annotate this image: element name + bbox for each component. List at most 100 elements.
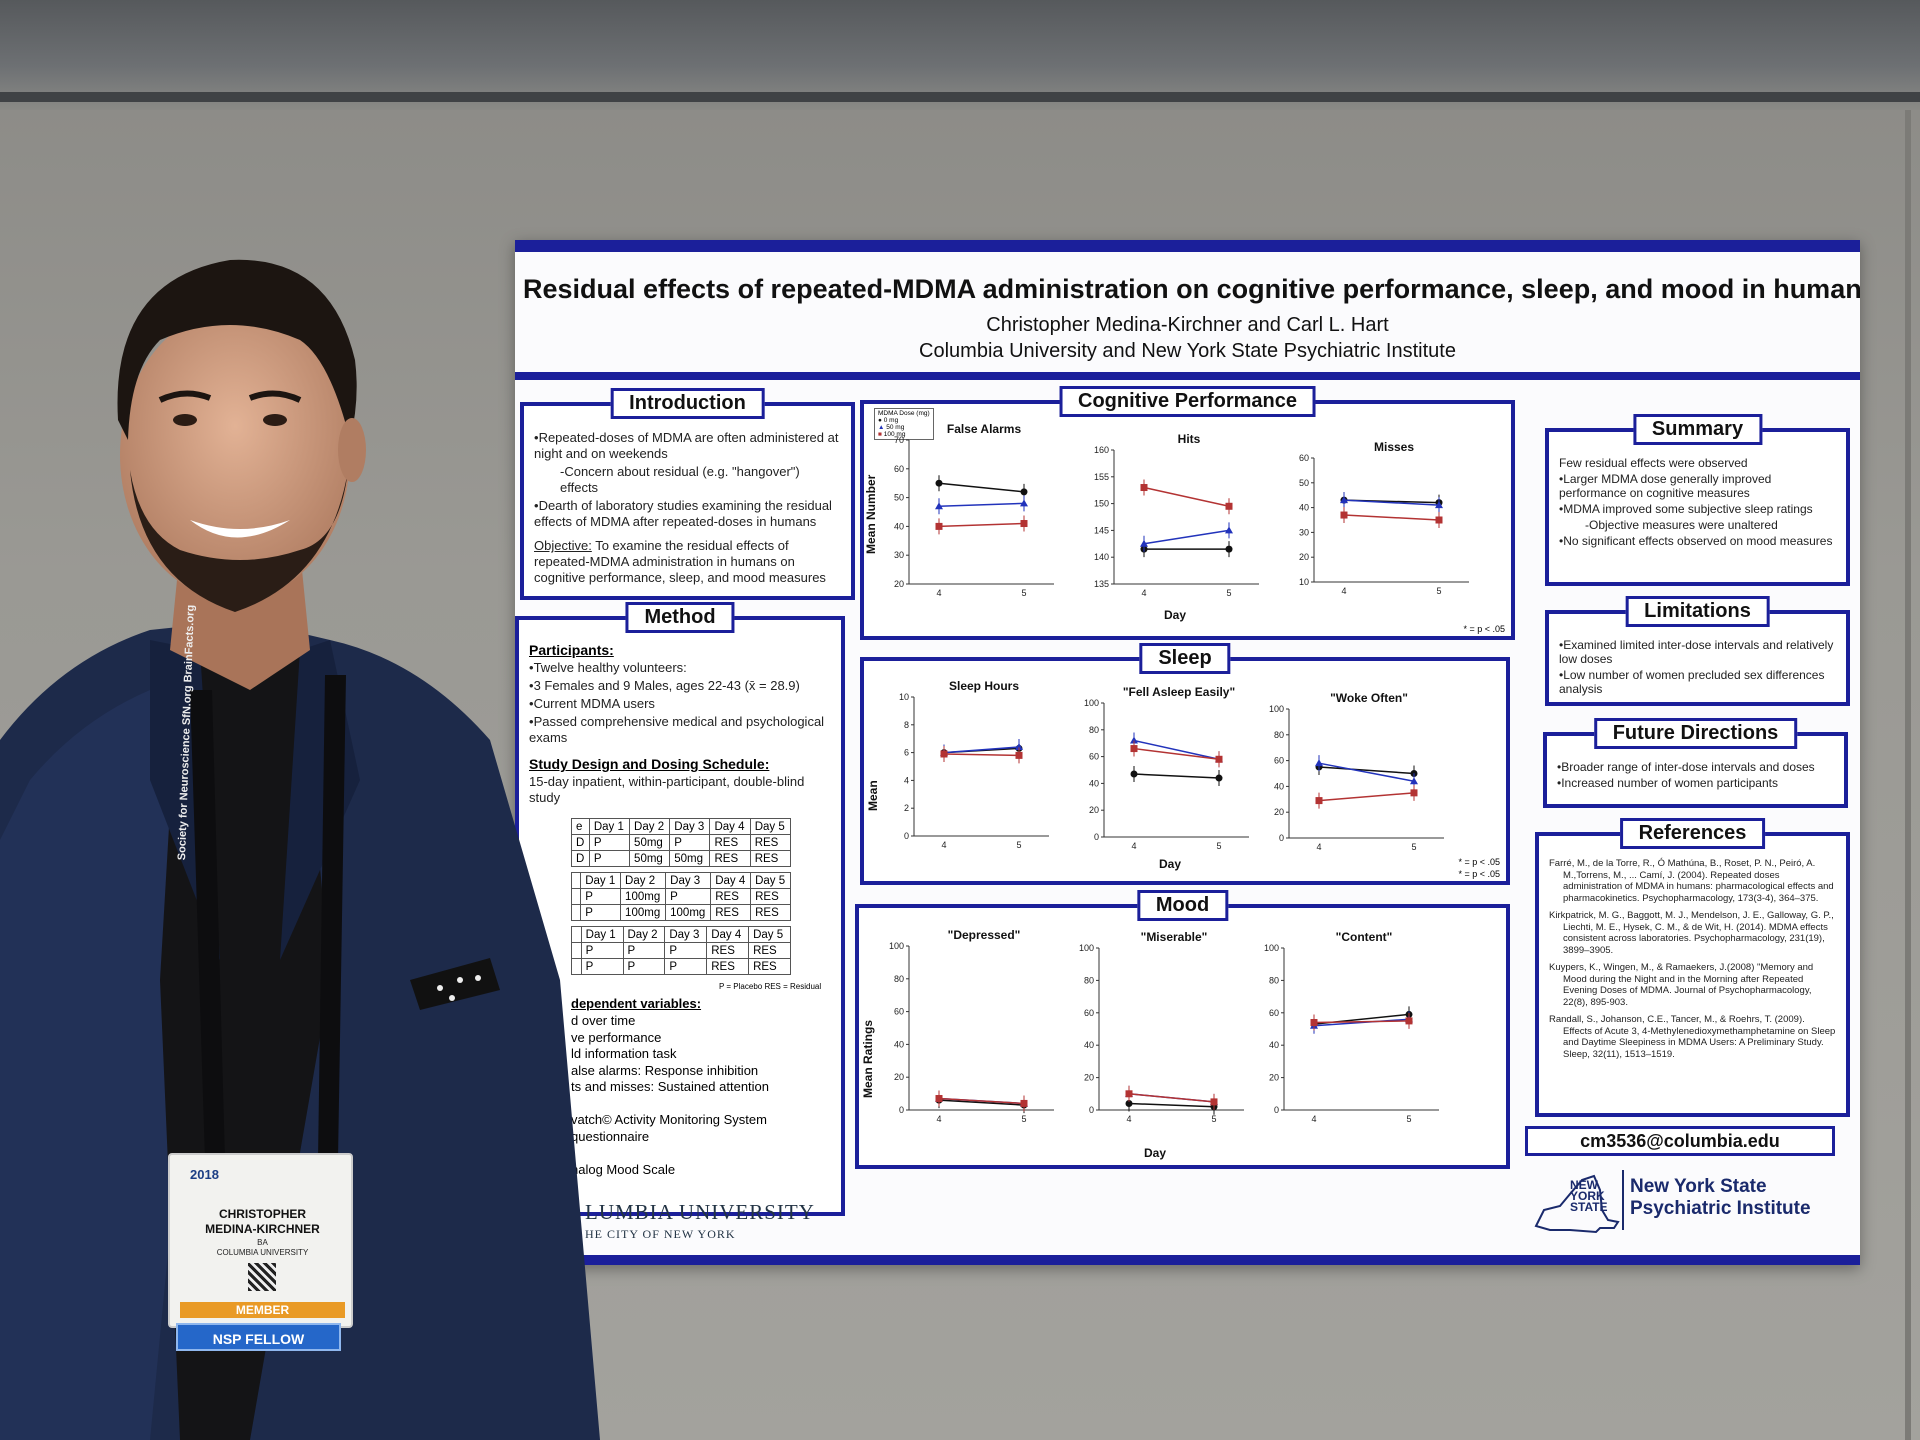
data-point	[1340, 496, 1348, 504]
y-tick-label: 20	[1299, 552, 1309, 562]
chart-title: False Alarms	[946, 422, 1022, 436]
columbia-logo: LUMBIA UNIVERSITY HE CITY OF NEW YORK	[585, 1200, 835, 1255]
chart-woke-often: "Woke Often" 0 20 40 60 80 100 4 5	[1259, 691, 1459, 856]
x-tick-label: 4	[941, 840, 946, 850]
chart-title: "Fell Asleep Easily"	[1122, 685, 1236, 699]
dose-table-row: D P 50mg 50mg RES RES	[571, 850, 792, 867]
data-point	[935, 522, 943, 530]
chart-title: "Content"	[1335, 930, 1393, 944]
y-tick-label: 60	[894, 1007, 904, 1017]
x-tick-label: 5	[1411, 842, 1416, 852]
dose-table-cell: Day 4	[710, 872, 752, 889]
series-line	[1318, 762, 1415, 782]
future-item: Increased number of women participants	[1557, 776, 1834, 790]
data-point	[1215, 755, 1223, 763]
y-tick-label: 80	[1089, 725, 1099, 735]
series-line	[938, 1097, 1025, 1105]
dose-table-cell: Day 5	[750, 872, 791, 889]
dv-item: d over time	[571, 1013, 636, 1028]
dose-table-cell: P	[588, 850, 631, 867]
dose-table-cell: Day 2	[620, 872, 667, 889]
dose-table-row: P P P RES RES	[571, 958, 791, 975]
data-point	[1315, 797, 1323, 805]
summary-item: Larger MDMA dose generally improved perf…	[1559, 472, 1836, 500]
chart-sleep-hours: Sleep Hours 0 2 4 6 8 10 4 5	[884, 679, 1064, 854]
y-tick-label: 60	[1274, 756, 1284, 766]
future-item: Broader range of inter-dose intervals an…	[1557, 760, 1834, 774]
legend-item: ▲ 50 mg	[878, 424, 905, 431]
dose-table-cell: RES	[749, 834, 792, 851]
dose-table-cell: P	[665, 888, 712, 905]
y-tick-label: 60	[1269, 1008, 1279, 1018]
data-point	[1140, 484, 1148, 492]
series-line	[938, 482, 1025, 493]
chart-title: Sleep Hours	[948, 679, 1020, 693]
y-tick-label: 60	[894, 464, 904, 474]
summary-title: Summary	[1632, 414, 1763, 445]
y-tick-label: 20	[1084, 1073, 1094, 1083]
dose-table-cell: RES	[706, 958, 750, 975]
y-tick-label: 50	[894, 493, 904, 503]
y-tick-label: 80	[1269, 975, 1279, 985]
data-point	[1405, 1017, 1413, 1025]
y-tick-label: 20	[894, 1072, 904, 1082]
data-point	[1130, 736, 1138, 744]
intro-item: Dearth of laboratory studies examining t…	[534, 498, 841, 530]
nys-line1: New York State	[1630, 1176, 1767, 1197]
nys-psychiatric-logo: NEW YORK STATE New York State Psychiatric …	[1530, 1170, 1830, 1240]
series-line	[938, 522, 1025, 528]
chart-plot: 0 20 40 60 80 100 4 5	[889, 941, 1054, 1124]
badge-member-strip: MEMBER	[180, 1302, 345, 1318]
data-point	[1140, 539, 1148, 547]
dose-table-cell: Day 4	[709, 818, 751, 835]
x-tick-label: 5	[1226, 588, 1231, 598]
dose-table-cell: Day 3	[664, 926, 708, 943]
cu-line1: LUMBIA UNIVERSITY	[585, 1200, 815, 1224]
y-tick-label: 10	[899, 692, 909, 702]
dose-table-cell: P	[664, 942, 708, 959]
summary-item: MDMA improved some subjective sleep rati…	[1559, 502, 1836, 516]
y-tick-label: 40	[894, 1039, 904, 1049]
dose-table-cell: 100mg	[620, 904, 667, 921]
nys-state-text: NEW YORK STATE	[1570, 1178, 1608, 1214]
dose-table-row: Day 1 Day 2 Day 3 Day 4 Day 5	[571, 926, 791, 943]
x-tick-label: 4	[936, 1114, 941, 1124]
mood-xlabel: Day	[1144, 1146, 1167, 1160]
x-tick-label: 5	[1406, 1114, 1411, 1124]
dv-list: d over time ve performance ld information …	[571, 1013, 769, 1178]
y-tick-label: 40	[1084, 1040, 1094, 1050]
data-point	[1015, 743, 1023, 751]
chart-plot: 0 20 40 60 80 100 4 5	[1079, 943, 1244, 1124]
series-line	[1143, 529, 1230, 545]
nys-line2: Psychiatric Institute	[1630, 1198, 1811, 1219]
data-point	[1125, 1090, 1133, 1098]
x-tick-label: 4	[1341, 586, 1346, 596]
data-point	[1130, 770, 1138, 778]
x-tick-label: 4	[1126, 1114, 1131, 1124]
contact-email: cm3536@columbia.edu	[1525, 1126, 1835, 1156]
legend-item: ● 0 mg	[878, 417, 899, 424]
series-line	[1318, 792, 1415, 802]
y-tick-label: 100	[1269, 704, 1284, 714]
dose-table-cell: RES	[749, 850, 792, 867]
dose-table-cell: RES	[709, 850, 751, 867]
dv-item: ts and misses: Sustained attention	[571, 1079, 770, 1094]
dose-table-row: e Day 1 Day 2 Day 3 Day 4 Day 5	[571, 818, 792, 835]
y-tick-label: 30	[894, 550, 904, 560]
dose-table-cell: 100mg	[620, 888, 667, 905]
series-line	[1143, 486, 1230, 508]
dv-item: ve performance	[571, 1029, 662, 1045]
participant-item: 3 Females and 9 Males, ages 22-43 (x̄ = …	[529, 678, 831, 694]
y-tick-label: 135	[1094, 579, 1109, 589]
dv-label: dependent variables:	[571, 996, 702, 1011]
series-line	[1313, 1020, 1410, 1024]
badge-ribbon: NSP FELLOW	[176, 1323, 341, 1351]
dose-table-cell: Day 4	[706, 926, 750, 943]
summary-item: No significant effects observed on mood …	[1559, 534, 1836, 548]
y-tick-label: 40	[894, 521, 904, 531]
dose-table-cell: RES	[710, 888, 752, 905]
data-point	[1020, 499, 1028, 507]
dv-item: ld information task	[571, 1046, 677, 1061]
intro-item: Repeated-doses of MDMA are often adminis…	[534, 430, 841, 462]
dose-table-row: Day 1 Day 2 Day 3 Day 4 Day 5	[570, 872, 791, 889]
